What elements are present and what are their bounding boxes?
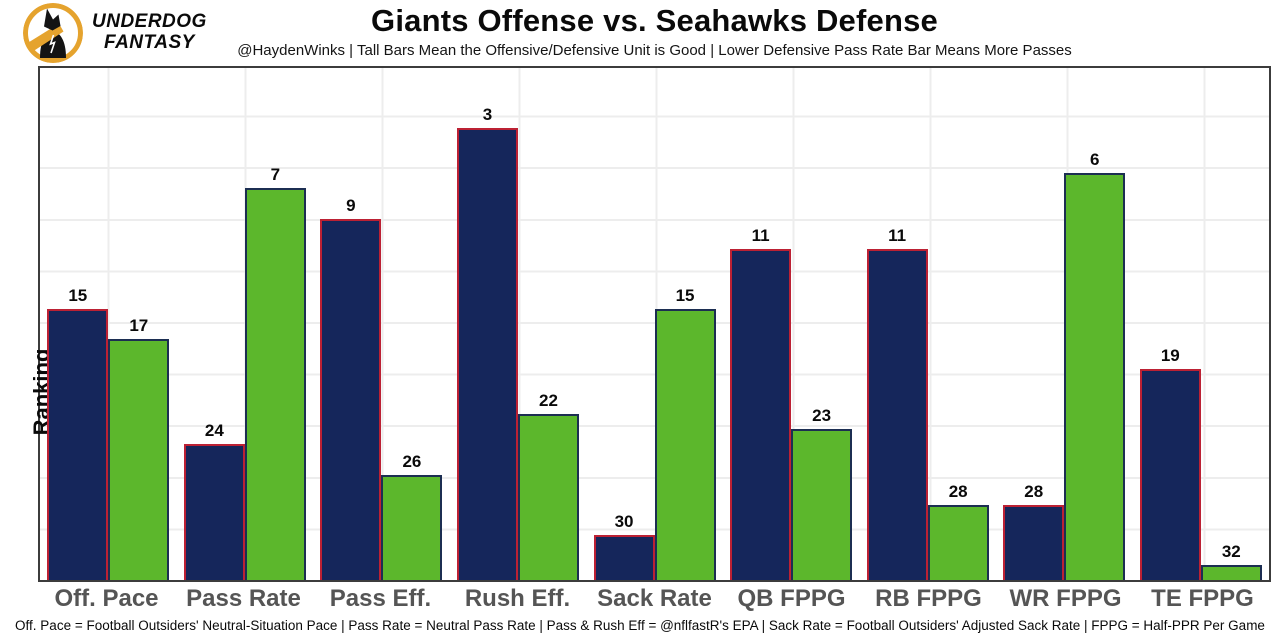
brand-wordmark: UNDERDOG FANTASY bbox=[92, 12, 207, 53]
bar-rect bbox=[866, 248, 928, 580]
bar-group: 28 6 bbox=[996, 68, 1133, 580]
bar-value-label: 15 bbox=[68, 285, 88, 305]
brand-line1: UNDERDOG bbox=[92, 11, 207, 33]
x-axis-label: Pass Eff. bbox=[329, 585, 432, 612]
bar-seahawks-defense: 17 bbox=[108, 68, 170, 580]
chart-subtitle: @HaydenWinks | Tall Bars Mean the Offens… bbox=[237, 42, 1072, 59]
underdog-fantasy-logo: UNDERDOG FANTASY bbox=[22, 2, 207, 64]
bar-rect bbox=[1139, 369, 1201, 580]
bar-seahawks-defense: 28 bbox=[927, 68, 989, 580]
bar-group: 11 23 bbox=[723, 68, 860, 580]
bar-rect bbox=[730, 248, 792, 580]
bar-value-label: 32 bbox=[1221, 541, 1241, 561]
bar-group: 3 22 bbox=[450, 68, 587, 580]
bar-rect bbox=[244, 188, 306, 580]
x-axis-label: RB FPPG bbox=[875, 585, 982, 612]
chart-title: Giants Offense vs. Seahawks Defense bbox=[371, 3, 938, 38]
bar-seahawks-defense: 15 bbox=[654, 68, 716, 580]
x-axis-label: WR FPPG bbox=[1009, 585, 1122, 612]
bar-giants-offense: 19 bbox=[1139, 68, 1201, 580]
bar-rect bbox=[1200, 564, 1262, 580]
bar-rect bbox=[654, 308, 716, 580]
bar-rect bbox=[927, 504, 989, 580]
bar-value-label: 19 bbox=[1160, 346, 1180, 366]
bar-giants-offense: 11 bbox=[866, 68, 928, 580]
bar-value-label: 26 bbox=[402, 451, 422, 471]
bar-value-label: 28 bbox=[948, 481, 968, 501]
bar-rect bbox=[456, 128, 518, 580]
x-axis-label: Sack Rate bbox=[597, 585, 712, 612]
bar-value-label: 28 bbox=[1024, 481, 1044, 501]
bar-value-label: 6 bbox=[1089, 150, 1100, 170]
bar-value-label: 15 bbox=[675, 285, 695, 305]
bar-rect bbox=[381, 474, 443, 580]
x-axis-label: TE FPPG bbox=[1151, 585, 1254, 612]
bar-value-label: 3 bbox=[482, 105, 493, 125]
bar-group: 30 15 bbox=[586, 68, 723, 580]
x-axis-labels: Off. Pace Pass Rate Pass Eff. Rush Eff. Sack… bbox=[38, 585, 1271, 613]
x-axis-label: Rush Eff. bbox=[464, 585, 571, 612]
bar-value-label: 17 bbox=[129, 316, 149, 336]
bar-giants-offense: 11 bbox=[730, 68, 792, 580]
x-axis-label: Off. Pace bbox=[54, 585, 159, 612]
bar-rect bbox=[1003, 504, 1065, 580]
bar-rect bbox=[320, 218, 382, 580]
bar-giants-offense: 24 bbox=[183, 68, 245, 580]
bar-group: 19 32 bbox=[1133, 68, 1270, 580]
bar-value-label: 11 bbox=[751, 225, 770, 245]
bar-group: 15 17 bbox=[40, 68, 177, 580]
bar-group: 9 26 bbox=[313, 68, 450, 580]
bar-rect bbox=[593, 534, 655, 580]
bar-group: 24 7 bbox=[177, 68, 314, 580]
bar-seahawks-defense: 22 bbox=[517, 68, 579, 580]
bar-value-label: 7 bbox=[270, 165, 281, 185]
bar-group: 11 28 bbox=[859, 68, 996, 580]
bar-groups: 15 17 24 7 9 26 3 22 30 15 11 23 11 28 28 6 19 32 bbox=[40, 68, 1269, 580]
bar-rect bbox=[47, 308, 109, 580]
bar-value-label: 24 bbox=[204, 421, 224, 441]
bar-giants-offense: 30 bbox=[593, 68, 655, 580]
bar-value-label: 30 bbox=[614, 511, 634, 531]
bar-giants-offense: 9 bbox=[320, 68, 382, 580]
bar-rect bbox=[1064, 173, 1126, 580]
bar-giants-offense: 15 bbox=[47, 68, 109, 580]
bar-seahawks-defense: 6 bbox=[1064, 68, 1126, 580]
bar-giants-offense: 28 bbox=[1003, 68, 1065, 580]
bar-seahawks-defense: 26 bbox=[381, 68, 443, 580]
bar-seahawks-defense: 7 bbox=[244, 68, 306, 580]
x-axis-label: Pass Rate bbox=[186, 585, 301, 612]
bar-value-label: 11 bbox=[888, 225, 907, 245]
bar-rect bbox=[108, 339, 170, 580]
dog-icon bbox=[23, 3, 83, 63]
brand-line2: FANTASY bbox=[104, 32, 195, 53]
bar-rect bbox=[183, 444, 245, 580]
plot-area: Ranking 15 17 24 7 9 26 3 22 30 15 11 23 11 28 28 6 19 32 bbox=[29, 66, 1271, 582]
bar-value-label: 9 bbox=[346, 195, 356, 215]
bar-rect bbox=[791, 429, 853, 580]
bar-giants-offense: 3 bbox=[456, 68, 518, 580]
footnote: Off. Pace = Football Outsiders' Neutral-… bbox=[15, 618, 1265, 633]
bar-seahawks-defense: 23 bbox=[791, 68, 853, 580]
bar-rect bbox=[517, 414, 579, 580]
bar-value-label: 22 bbox=[539, 391, 558, 411]
bar-seahawks-defense: 32 bbox=[1200, 68, 1262, 580]
bar-value-label: 23 bbox=[812, 406, 832, 426]
x-axis-label: QB FPPG bbox=[737, 585, 846, 612]
